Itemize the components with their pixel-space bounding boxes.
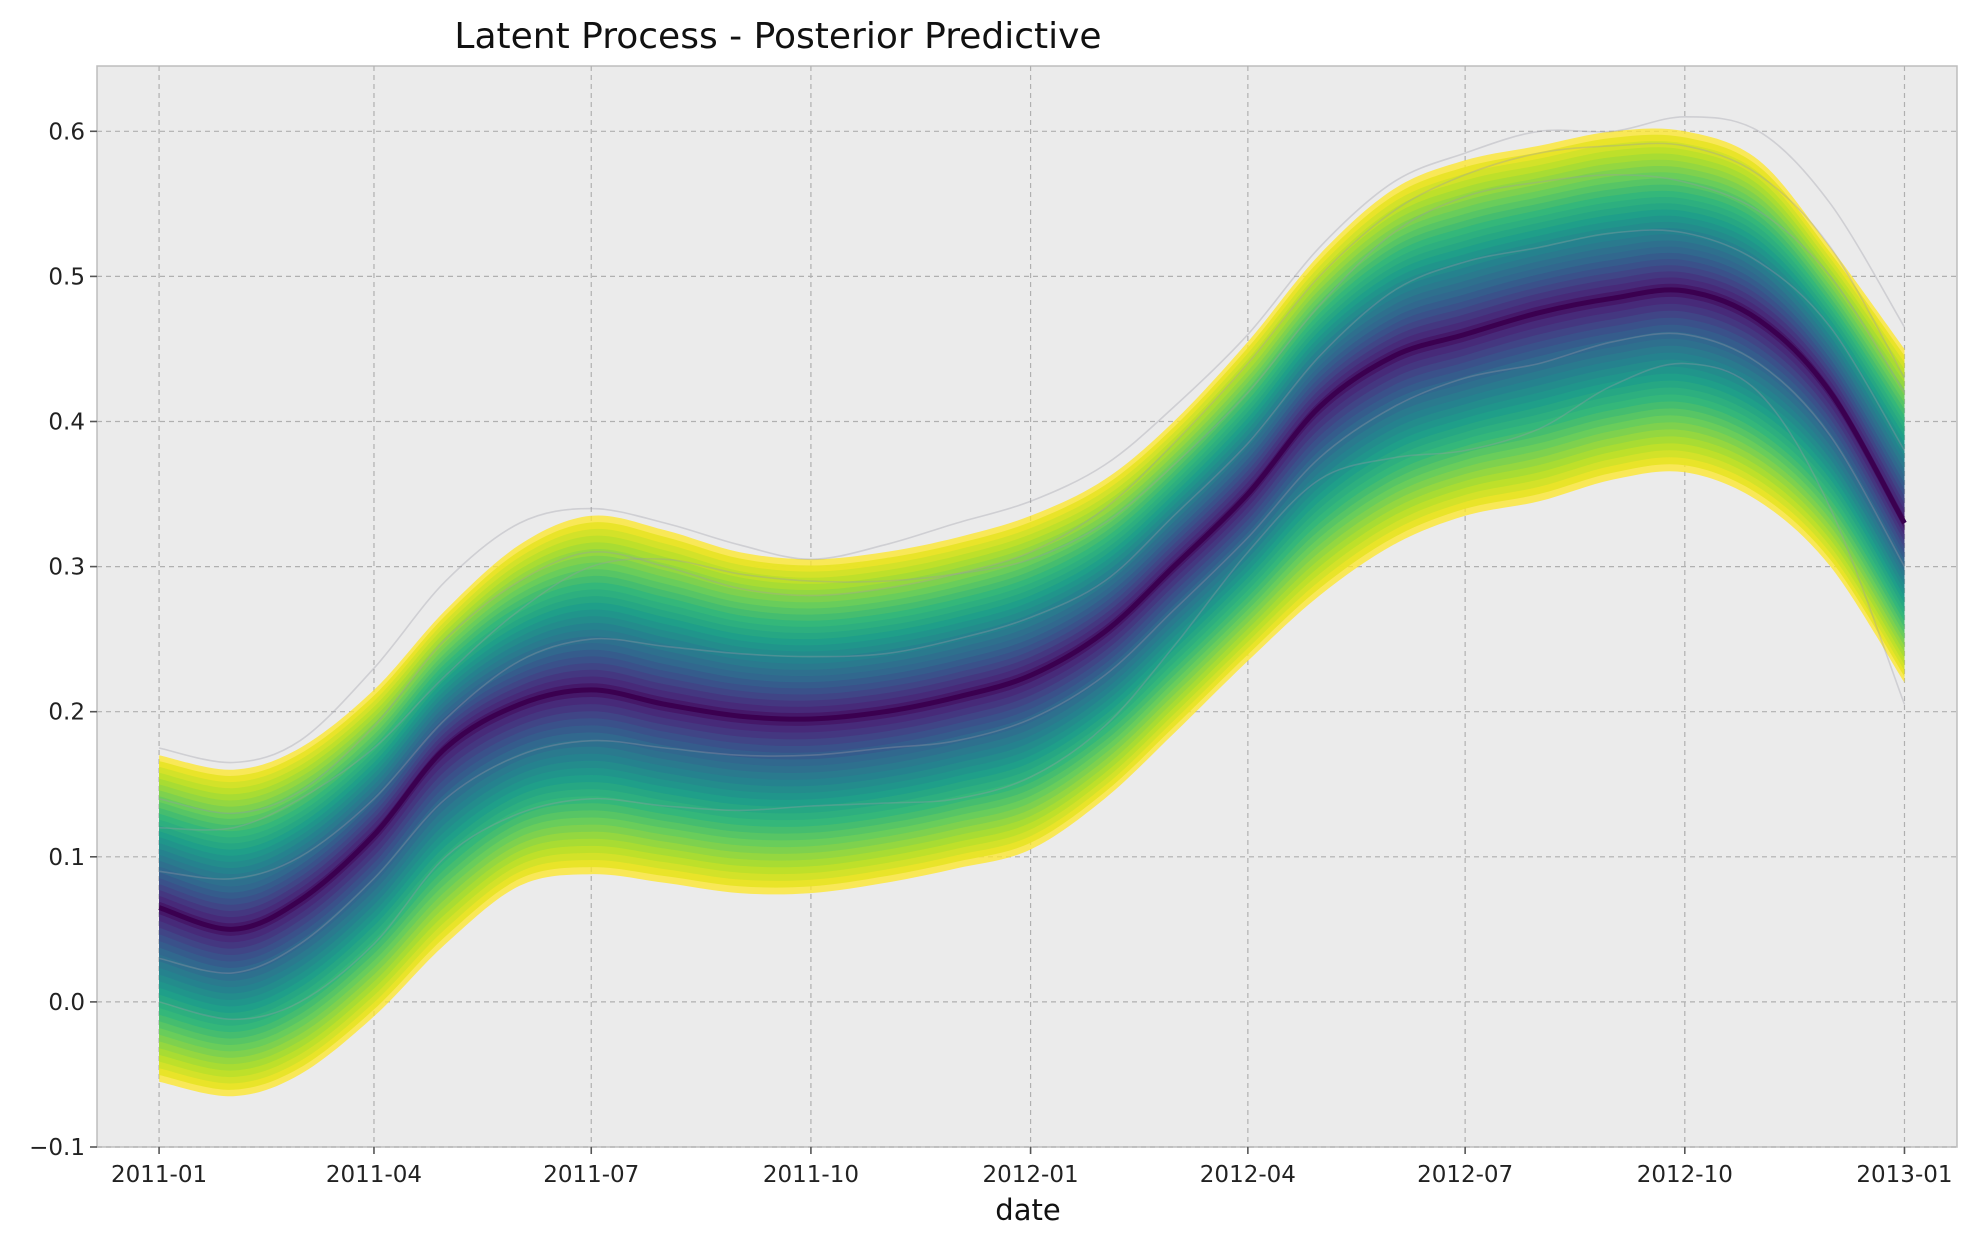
quantile-bands — [158, 128, 1907, 1097]
sample-path — [158, 115, 1906, 764]
y-tick-label: 0.3 — [48, 555, 85, 581]
quantile-band — [159, 283, 1905, 936]
x-tick-label: 2011-04 — [326, 1162, 422, 1188]
x-tick-label: 2012-04 — [1200, 1162, 1296, 1188]
chart-title: Latent Process - Posterior Predictive — [454, 16, 1101, 57]
sample-paths — [158, 115, 1906, 1021]
quantile-band — [159, 221, 1905, 1000]
y-axis-ticks: −0.1 0.0 0.1 0.2 0.3 0.4 0.5 0.6 — [29, 119, 97, 1161]
sample-path — [159, 229, 1906, 880]
y-tick-label: 0.4 — [48, 409, 85, 435]
median-line — [158, 287, 1907, 932]
y-tick-label: −0.1 — [29, 1135, 85, 1161]
sample-path — [158, 332, 1906, 974]
x-tick-label: 2012-07 — [1417, 1162, 1513, 1188]
x-axis-label: date — [995, 1193, 1060, 1227]
x-tick-label: 2012-01 — [983, 1162, 1079, 1188]
y-tick-label: 0.6 — [48, 119, 85, 145]
y-tick-label: 0.1 — [48, 845, 85, 871]
y-tick-label: 0.5 — [48, 264, 85, 290]
x-tick-label: 2011-07 — [543, 1162, 639, 1188]
x-axis-ticks: 2011-01 2011-04 2011-07 2011-10 2012-01 2012-… — [111, 1147, 1953, 1188]
x-tick-label: 2011-10 — [763, 1162, 859, 1188]
y-tick-label: 0.2 — [48, 700, 85, 726]
x-tick-label: 2013-01 — [1856, 1162, 1952, 1188]
sample-path — [159, 173, 1906, 831]
y-tick-label: 0.0 — [48, 990, 85, 1016]
x-tick-label: 2011-01 — [111, 1162, 207, 1188]
x-tick-label: 2012-10 — [1637, 1162, 1733, 1188]
sample-path — [158, 142, 1906, 815]
sample-path — [158, 362, 1906, 1021]
